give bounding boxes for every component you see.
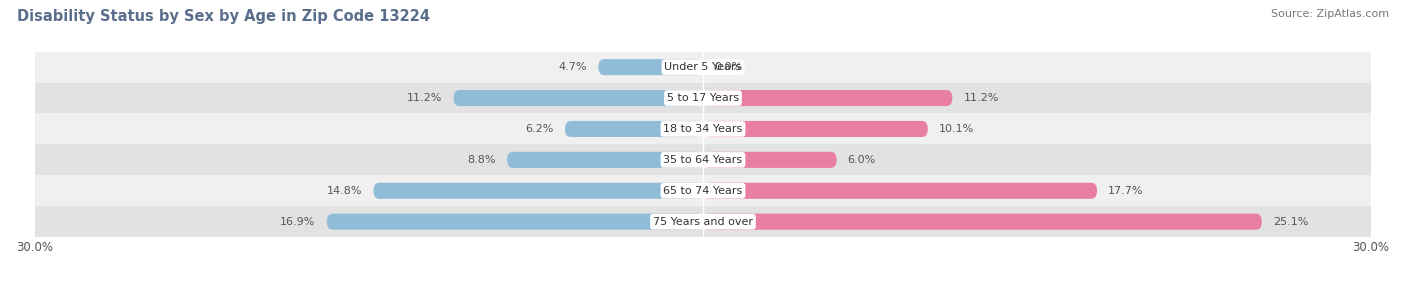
- FancyBboxPatch shape: [326, 214, 703, 230]
- Text: Source: ZipAtlas.com: Source: ZipAtlas.com: [1271, 9, 1389, 19]
- Text: 5 to 17 Years: 5 to 17 Years: [666, 93, 740, 103]
- Text: Under 5 Years: Under 5 Years: [665, 62, 741, 72]
- Text: 11.2%: 11.2%: [963, 93, 998, 103]
- Bar: [35, 83, 1371, 113]
- FancyBboxPatch shape: [374, 183, 703, 199]
- Text: 25.1%: 25.1%: [1272, 217, 1308, 227]
- Bar: [35, 144, 1371, 175]
- Text: 8.8%: 8.8%: [467, 155, 496, 165]
- Text: 14.8%: 14.8%: [328, 186, 363, 196]
- Bar: [35, 52, 1371, 83]
- Bar: [35, 175, 1371, 206]
- Text: 6.0%: 6.0%: [848, 155, 876, 165]
- Text: 18 to 34 Years: 18 to 34 Years: [664, 124, 742, 134]
- FancyBboxPatch shape: [703, 152, 837, 168]
- FancyBboxPatch shape: [703, 90, 952, 106]
- Text: 17.7%: 17.7%: [1108, 186, 1143, 196]
- Bar: [35, 206, 1371, 237]
- FancyBboxPatch shape: [454, 90, 703, 106]
- Text: 10.1%: 10.1%: [939, 124, 974, 134]
- FancyBboxPatch shape: [703, 183, 1097, 199]
- Text: 75 Years and over: 75 Years and over: [652, 217, 754, 227]
- Text: 0.0%: 0.0%: [714, 62, 742, 72]
- FancyBboxPatch shape: [599, 59, 703, 75]
- Text: 11.2%: 11.2%: [408, 93, 443, 103]
- FancyBboxPatch shape: [703, 214, 1261, 230]
- Text: 16.9%: 16.9%: [280, 217, 315, 227]
- FancyBboxPatch shape: [508, 152, 703, 168]
- FancyBboxPatch shape: [703, 121, 928, 137]
- Text: 35 to 64 Years: 35 to 64 Years: [664, 155, 742, 165]
- Text: 4.7%: 4.7%: [558, 62, 588, 72]
- Bar: [35, 113, 1371, 144]
- Text: 6.2%: 6.2%: [526, 124, 554, 134]
- Text: Disability Status by Sex by Age in Zip Code 13224: Disability Status by Sex by Age in Zip C…: [17, 9, 430, 24]
- Text: 65 to 74 Years: 65 to 74 Years: [664, 186, 742, 196]
- FancyBboxPatch shape: [565, 121, 703, 137]
